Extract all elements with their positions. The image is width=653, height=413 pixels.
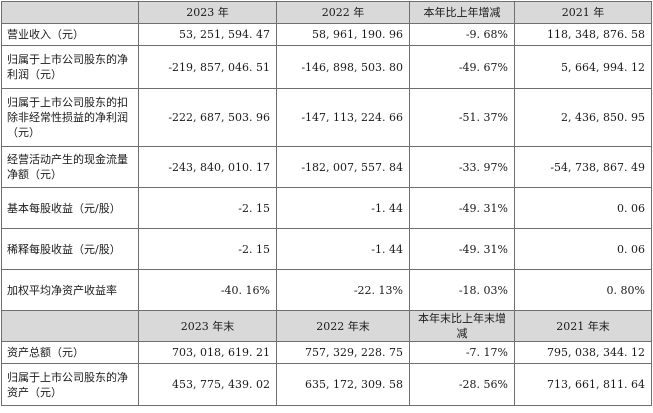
value-yoy-change: -51. 37% xyxy=(409,88,515,147)
header-2023: 2023 年 xyxy=(138,1,277,24)
value-2023: -40. 16% xyxy=(138,269,277,311)
value-2021: 2, 436, 850. 95 xyxy=(514,88,652,147)
value-2023: 453, 775, 439. 02 xyxy=(138,363,277,406)
header-2021-year-end: 2021 年末 xyxy=(514,310,652,342)
value-2022: -182, 007, 557. 84 xyxy=(276,146,410,188)
row-label: 加权平均净资产收益率 xyxy=(1,269,139,311)
row-label: 基本每股收益（元/股） xyxy=(1,187,139,229)
value-2023: -2. 15 xyxy=(138,187,277,229)
value-2021: 0. 06 xyxy=(514,187,652,229)
value-2022: 635, 172, 309. 58 xyxy=(276,363,410,406)
header-corner-cell xyxy=(1,1,139,24)
value-2022: -1. 44 xyxy=(276,228,410,270)
row-net-profit: 归属于上市公司股东的净利润（元） -219, 857, 046. 51 -146… xyxy=(1,45,652,89)
row-weighted-roe: 加权平均净资产收益率 -40. 16% -22. 13% -18. 03% 0.… xyxy=(1,269,652,311)
row-diluted-eps: 稀释每股收益（元/股） -2. 15 -1. 44 -49. 31% 0. 06 xyxy=(1,228,652,270)
row-label: 资产总额（元） xyxy=(1,341,139,364)
value-2022: -147, 113, 224. 66 xyxy=(276,88,410,147)
row-label: 归属于上市公司股东的净资产（元） xyxy=(1,363,139,406)
value-yoy-change: -49. 67% xyxy=(409,45,515,89)
row-operating-revenue: 营业收入（元） 53, 251, 594. 47 58, 961, 190. 9… xyxy=(1,23,652,46)
row-label: 归属于上市公司股东的扣除非经常性损益的净利润（元） xyxy=(1,88,139,147)
value-yoy-change: -18. 03% xyxy=(409,269,515,311)
row-operating-cash-flow: 经营活动产生的现金流量净额（元） -243, 840, 010. 17 -182… xyxy=(1,146,652,188)
value-2023: -219, 857, 046. 51 xyxy=(138,45,277,89)
value-2023: -222, 687, 503. 96 xyxy=(138,88,277,147)
value-2021: 795, 038, 344. 12 xyxy=(514,341,652,364)
value-2021: 0. 80% xyxy=(514,269,652,311)
row-label: 归属于上市公司股东的净利润（元） xyxy=(1,45,139,89)
financial-summary-table: 2023 年 2022 年 本年比上年增减 2021 年 营业收入（元） 53,… xyxy=(1,1,652,406)
header-row-annual: 2023 年 2022 年 本年比上年增减 2021 年 xyxy=(1,1,652,24)
value-yoy-change: -28. 56% xyxy=(409,363,515,406)
value-2022: 58, 961, 190. 96 xyxy=(276,23,410,46)
header-2021: 2021 年 xyxy=(514,1,652,24)
header-year-end-change: 本年末比上年末增减 xyxy=(409,310,515,342)
row-label: 营业收入（元） xyxy=(1,23,139,46)
value-2023: -243, 840, 010. 17 xyxy=(138,146,277,188)
value-2021: 0. 06 xyxy=(514,228,652,270)
value-yoy-change: -49. 31% xyxy=(409,187,515,229)
header-2023-year-end: 2023 年末 xyxy=(138,310,277,342)
value-2022: -1. 44 xyxy=(276,187,410,229)
value-2021: -54, 738, 867. 49 xyxy=(514,146,652,188)
value-yoy-change: -49. 31% xyxy=(409,228,515,270)
value-yoy-change: -7. 17% xyxy=(409,341,515,364)
row-label: 经营活动产生的现金流量净额（元） xyxy=(1,146,139,188)
row-label: 稀释每股收益（元/股） xyxy=(1,228,139,270)
header-row-year-end: 2023 年末 2022 年末 本年末比上年末增减 2021 年末 xyxy=(1,310,652,342)
value-2022: -146, 898, 503. 80 xyxy=(276,45,410,89)
row-net-assets: 归属于上市公司股东的净资产（元） 453, 775, 439. 02 635, … xyxy=(1,363,652,406)
value-2023: 53, 251, 594. 47 xyxy=(138,23,277,46)
header-2022: 2022 年 xyxy=(276,1,410,24)
value-yoy-change: -9. 68% xyxy=(409,23,515,46)
value-2021: 713, 661, 811. 64 xyxy=(514,363,652,406)
row-basic-eps: 基本每股收益（元/股） -2. 15 -1. 44 -49. 31% 0. 06 xyxy=(1,187,652,229)
header-corner-cell xyxy=(1,310,139,342)
header-2022-year-end: 2022 年末 xyxy=(276,310,410,342)
row-total-assets: 资产总额（元） 703, 018, 619. 21 757, 329, 228.… xyxy=(1,341,652,364)
value-2021: 5, 664, 994. 12 xyxy=(514,45,652,89)
value-2023: 703, 018, 619. 21 xyxy=(138,341,277,364)
value-2023: -2. 15 xyxy=(138,228,277,270)
value-2021: 118, 348, 876. 58 xyxy=(514,23,652,46)
header-yoy-change: 本年比上年增减 xyxy=(409,1,515,24)
value-2022: -22. 13% xyxy=(276,269,410,311)
row-net-profit-deducted: 归属于上市公司股东的扣除非经常性损益的净利润（元） -222, 687, 503… xyxy=(1,88,652,147)
value-2022: 757, 329, 228. 75 xyxy=(276,341,410,364)
value-yoy-change: -33. 97% xyxy=(409,146,515,188)
